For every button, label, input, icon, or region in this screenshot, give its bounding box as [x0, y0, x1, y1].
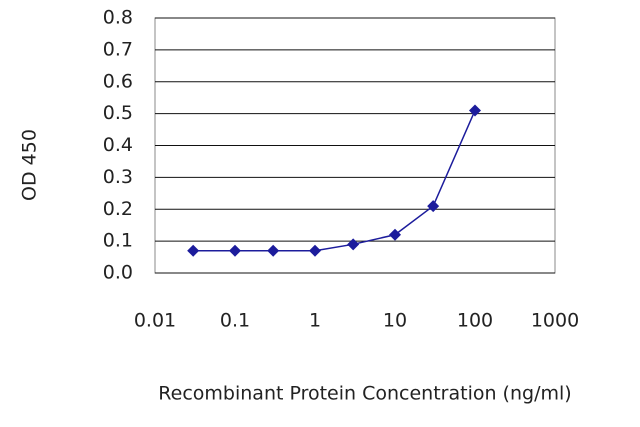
x-tick-label: 0.01 [134, 310, 176, 332]
data-point [427, 200, 440, 213]
x-tick-label: 1 [309, 310, 321, 332]
data-line [193, 110, 476, 252]
y-tick-label: 0.1 [103, 230, 133, 252]
y-tick-label: 0.5 [103, 102, 133, 124]
data-point [229, 244, 241, 257]
x-axis-label: Recombinant Protein Concentration (ng/ml… [158, 383, 571, 405]
data-point [267, 244, 280, 257]
data-point [309, 244, 321, 257]
data-point [389, 228, 401, 241]
x-tick-label: 1000 [531, 310, 579, 332]
y-tick-label: 0.3 [103, 166, 133, 188]
y-tick-label: 0.8 [103, 7, 133, 29]
y-tick-label: 0.6 [103, 70, 133, 92]
y-axis-label: OD 450 [19, 129, 41, 201]
x-tick-label: 10 [383, 310, 407, 332]
data-point [187, 244, 200, 257]
y-tick-label: 0.4 [103, 134, 133, 156]
data-point [469, 104, 481, 117]
x-tick-label: 100 [457, 310, 493, 332]
data-point [347, 238, 360, 251]
x-tick-label: 0.1 [220, 310, 250, 332]
y-tick-label: 0.7 [103, 38, 133, 60]
y-tick-label: 0.0 [103, 262, 133, 284]
y-tick-label: 0.2 [103, 198, 133, 220]
